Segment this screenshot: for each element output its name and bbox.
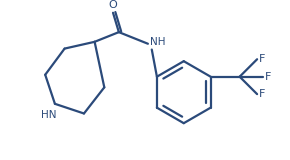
Text: NH: NH: [150, 37, 165, 47]
Text: F: F: [259, 89, 265, 99]
Text: F: F: [264, 72, 271, 82]
Text: O: O: [109, 0, 117, 10]
Text: HN: HN: [41, 110, 57, 120]
Text: F: F: [259, 54, 265, 64]
